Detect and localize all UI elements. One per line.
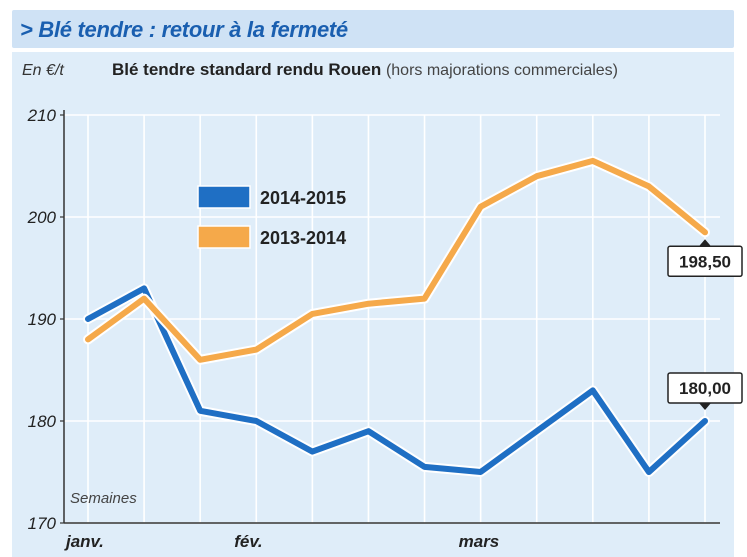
value-label: 198,50: [679, 252, 731, 271]
series-line-2014-2015: [85, 285, 708, 475]
chart-title-block: Blé tendre standard rendu Rouen (hors ma…: [112, 60, 618, 80]
value-callout-pointer: [699, 239, 711, 247]
y-tick-label: 200: [27, 208, 57, 227]
legend-swatch: [197, 225, 251, 249]
series-halo: [83, 155, 710, 365]
y-tick-label: 170: [28, 514, 57, 533]
value-label: 180,00: [679, 379, 731, 398]
x-tick-label: janv.: [64, 532, 104, 551]
y-axis-unit: En €/t: [22, 62, 64, 79]
series-halo: [83, 283, 710, 477]
x-tick-label: mars: [459, 532, 500, 551]
y-tick-label: 180: [28, 412, 57, 431]
value-callout-pointer: [699, 403, 711, 410]
chart-subtitle: (hors majorations commerciales): [385, 62, 618, 79]
series-line-2013-2014: [85, 157, 708, 363]
legend-swatch: [197, 185, 251, 209]
legend-label: 2013-2014: [260, 228, 346, 248]
x-axis-label: Semaines: [70, 490, 137, 507]
page-title: > Blé tendre : retour à la fermeté: [20, 17, 348, 42]
y-tick-label: 210: [27, 106, 57, 125]
y-tick-label: 190: [28, 310, 57, 329]
x-tick-label: fév.: [234, 532, 262, 551]
chart-title: Blé tendre standard rendu Rouen: [112, 60, 382, 79]
title-band: > Blé tendre : retour à la fermeté: [12, 10, 734, 48]
legend-label: 2014-2015: [260, 188, 346, 208]
